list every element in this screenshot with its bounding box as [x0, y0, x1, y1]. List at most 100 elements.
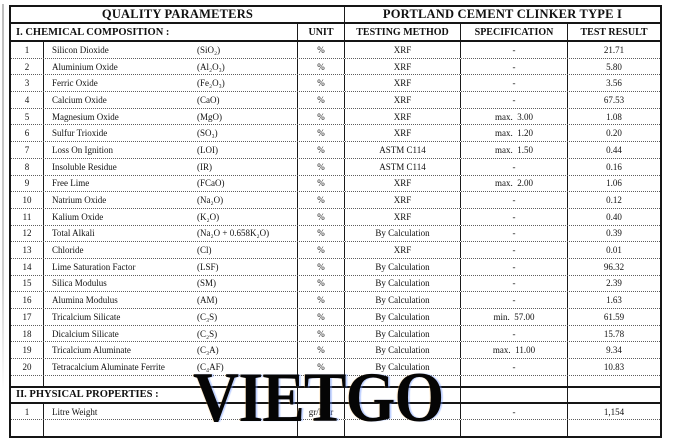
parameter-cell: Chloride (Cl) [44, 242, 298, 258]
table-row: 11 Kalium Oxide (K₂O) % XRF - 0.40 [11, 208, 660, 226]
parameter-name: Kalium Oxide [52, 211, 104, 222]
parameter-formula: (K₂O) [197, 211, 220, 222]
section-heading-chemical: I. CHEMICAL COMPOSITION : [11, 24, 298, 40]
column-header-row: I. CHEMICAL COMPOSITION : UNIT TESTING M… [11, 24, 660, 42]
test-result-cell: 0.44 [606, 144, 622, 155]
parameter-formula: (LSF) [197, 261, 219, 272]
specification-cell: - [461, 75, 568, 92]
row-number: 17 [11, 309, 44, 325]
parameter-cell: Tetracalcium Aluminate Ferrite (C₄AF) [44, 359, 298, 375]
test-result-cell: 61.59 [603, 311, 625, 322]
empty-cell [568, 420, 660, 436]
row-number: 18 [11, 325, 44, 342]
test-result-cell: 15.78 [603, 328, 625, 339]
table-row: 10 Natrium Oxide (Na₂O) % XRF - 0.12 [11, 192, 660, 209]
parameter-formula: (CaO) [197, 94, 220, 105]
test-result-cell: 96.32 [603, 261, 625, 272]
parameter-cell: Litre Weight [44, 403, 298, 420]
testing-method-cell: By Calculation [345, 359, 461, 375]
unit-cell: % [298, 42, 345, 58]
testing-method-cell: XRF [345, 125, 461, 142]
specification-cell: max. 1.20 [461, 125, 568, 142]
parameter-formula: (MgO) [197, 111, 222, 122]
unit-cell: % [298, 225, 345, 242]
parameter-name: Magnesium Oxide [52, 111, 119, 122]
testing-method-cell: XRF [345, 108, 461, 125]
parameter-cell: Silicon Dioxide (SiO₂) [44, 42, 298, 58]
test-result-cell: 0.39 [606, 228, 622, 239]
parameter-formula: (Cl) [197, 245, 212, 256]
specification-cell: - [461, 92, 568, 108]
testing-method-cell: - [345, 403, 461, 420]
table-title-right: PORTLAND CEMENT CLINKER TYPE I [382, 7, 623, 21]
parameter-cell: Sulfur Trioxide (SO₃) [44, 125, 298, 142]
row-number: 11 [11, 208, 44, 225]
test-result-cell: 1.06 [606, 178, 622, 189]
unit-cell: % [298, 175, 345, 192]
row-number: 7 [11, 142, 44, 158]
chemical-composition-rows: 1 Silicon Dioxide (SiO₂) % XRF - 21.71 2… [11, 42, 660, 376]
testing-method-cell: By Calculation [345, 325, 461, 342]
parameter-formula: (C₄AF) [197, 361, 224, 372]
empty-cell [461, 375, 568, 386]
parameter-name: Sulfur Trioxide [52, 128, 108, 139]
test-result-cell: 21.71 [603, 44, 625, 55]
parameter-formula: (Al₂O₃) [197, 61, 225, 72]
parameter-cell: Tricalcium Aluminate (C₃A) [44, 342, 298, 359]
row-number: 15 [11, 275, 44, 292]
table-row: 3 Ferric Oxide (Fe₂O₃) % XRF - 3.56 [11, 75, 660, 93]
row-number: 16 [11, 292, 44, 308]
empty-cell [345, 420, 461, 436]
testing-method-cell: ASTM C114 [345, 142, 461, 158]
unit-cell: % [298, 125, 345, 142]
test-result-cell: 5.80 [606, 61, 622, 72]
empty-cell [298, 387, 345, 402]
testing-method-cell: XRF [345, 208, 461, 225]
empty-cell [298, 375, 345, 386]
unit-cell: % [298, 142, 345, 158]
unit-cell: % [298, 75, 345, 92]
table-row: 2 Aluminium Oxide (Al₂O₃) % XRF - 5.80 [11, 58, 660, 76]
quality-parameters-table: QUALITY PARAMETERS PORTLAND CEMENT CLINK… [9, 5, 662, 438]
specification-cell: max. 1.50 [461, 142, 568, 158]
empty-cell [461, 387, 568, 402]
parameter-cell: Magnesium Oxide (MgO) [44, 108, 298, 125]
specification-cell: max. 3.00 [461, 108, 568, 125]
empty-cell [11, 420, 44, 436]
row-number: 1 [11, 42, 44, 58]
empty-cell [568, 376, 660, 386]
parameter-name: Dicalcium Silicate [52, 328, 119, 339]
test-result-cell: 10.83 [603, 361, 625, 372]
specification-cell: - [461, 208, 568, 225]
row-number: 9 [11, 175, 44, 192]
table-row: 7 Loss On Ignition (LOI) % ASTM C114 max… [11, 142, 660, 159]
table-row: 17 Tricalcium Silicate (C₃S) % By Calcul… [11, 309, 660, 326]
row-number: 13 [11, 242, 44, 258]
table-row: 16 Alumina Modulus (AM) % By Calculation… [11, 292, 660, 309]
test-result-cell: 2.39 [606, 278, 622, 289]
column-header-unit: UNIT [298, 24, 345, 40]
table-row: 4 Calcium Oxide (CaO) % XRF - 67.53 [11, 92, 660, 109]
testing-method-cell: XRF [345, 192, 461, 208]
table-row: 18 Dicalcium Silicate (C₂S) % By Calcula… [11, 325, 660, 343]
parameter-formula: (IR) [197, 161, 212, 172]
row-number: 12 [11, 225, 44, 242]
parameter-name: Total Alkali [52, 228, 95, 239]
parameter-name: Chloride [52, 245, 84, 256]
table-row: 1 Silicon Dioxide (SiO₂) % XRF - 21.71 [11, 42, 660, 59]
unit-cell: % [298, 208, 345, 225]
specification-cell: - [461, 359, 568, 375]
parameter-cell: Silica Modulus (SM) [44, 275, 298, 292]
empty-cell [44, 375, 298, 386]
testing-method-cell: By Calculation [345, 225, 461, 242]
row-number: 3 [11, 75, 44, 92]
parameter-formula: (FCaO) [197, 178, 225, 189]
parameter-cell: Calcium Oxide (CaO) [44, 92, 298, 108]
parameter-cell: Lime Saturation Factor (LSF) [44, 258, 298, 275]
parameter-name: Silicon Dioxide [52, 44, 109, 55]
table-row: 1 Litre Weight gr/liter - - 1,154 [11, 403, 660, 421]
column-header-specification: SPECIFICATION [461, 24, 568, 40]
specification-cell: min. 57.00 [461, 309, 568, 325]
table-row: 9 Free Lime (FCaO) % XRF max. 2.00 1.06 [11, 175, 660, 193]
